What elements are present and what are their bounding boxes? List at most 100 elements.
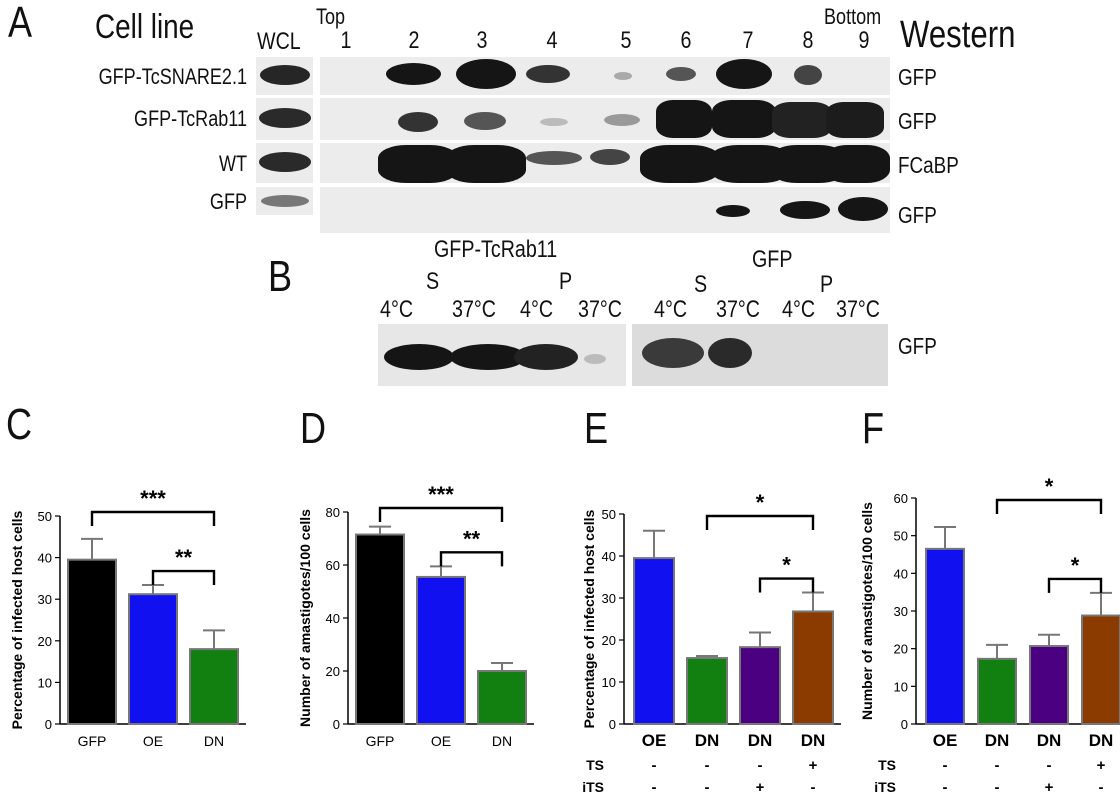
wcl-blot xyxy=(256,98,313,140)
y-tick-label: 50 xyxy=(602,507,616,522)
significance-bracket xyxy=(151,569,216,586)
treatment-label: iTS xyxy=(874,779,896,795)
cell-line-label: GFP-TcSNARE2.1 xyxy=(98,64,247,89)
cell-line-header: Cell line xyxy=(95,8,195,46)
s-label: S xyxy=(694,271,708,298)
treatment-value: - xyxy=(705,757,710,774)
significance-bracket xyxy=(758,577,815,593)
treatment-value: - xyxy=(1099,779,1104,796)
chart-e: 0 10 20 30 40 50 Percentage of infected host c… xyxy=(581,490,841,796)
fractionation-blot xyxy=(632,324,888,386)
category-label: OE xyxy=(431,733,451,749)
wcl-blot xyxy=(256,187,313,215)
fraction-label: 9 xyxy=(858,27,870,54)
treatment-label: TS xyxy=(586,757,604,773)
fraction-blot-row xyxy=(320,187,890,233)
category-label: DN xyxy=(801,731,826,750)
bar xyxy=(477,670,527,725)
bar xyxy=(1029,645,1069,725)
panel-d-letter: D xyxy=(300,404,327,453)
panel-b-letter: B xyxy=(268,252,293,301)
category-label: DN xyxy=(204,733,224,749)
significance-label: ** xyxy=(463,526,481,551)
temp-label: 37°C xyxy=(452,296,496,323)
cell-line-label: GFP xyxy=(209,189,247,214)
antibody-label: GFP xyxy=(898,64,937,90)
panel-e-letter: E xyxy=(584,404,609,453)
treatment-value: - xyxy=(652,779,657,796)
y-tick-label: 0 xyxy=(609,717,616,732)
y-tick-label: 10 xyxy=(38,675,52,690)
significance-bracket xyxy=(1047,577,1103,593)
treatment-value: - xyxy=(652,757,657,774)
bar xyxy=(1081,614,1120,726)
bar xyxy=(792,610,834,725)
cell-line-label: WT xyxy=(218,151,247,176)
treatment-value: - xyxy=(995,757,1000,774)
significance-bracket xyxy=(705,514,815,530)
y-tick-label: 40 xyxy=(894,566,908,581)
bar xyxy=(739,646,781,725)
bar xyxy=(633,557,675,725)
p-label: P xyxy=(559,268,573,295)
y-tick-label: 50 xyxy=(38,509,52,524)
panel-f-letter: F xyxy=(862,404,885,453)
fractionation-blot xyxy=(378,324,626,386)
antibody-label: GFP xyxy=(898,333,937,359)
temp-label: 37°C xyxy=(836,296,880,323)
treatment-value: - xyxy=(705,779,710,796)
y-tick-label: 40 xyxy=(38,551,52,566)
y-tick-label: 20 xyxy=(38,634,52,649)
treatment-value: - xyxy=(811,779,816,796)
significance-bracket xyxy=(995,498,1103,514)
treatment-label: TS xyxy=(878,757,896,773)
temp-label: 4°C xyxy=(782,296,816,323)
y-tick-label: 30 xyxy=(602,591,616,606)
y-axis-label: Percentage of infected host cells xyxy=(581,509,597,728)
fraction-blot-row xyxy=(320,57,890,95)
temp-label: 4°C xyxy=(654,296,688,323)
fraction-blot-row xyxy=(320,143,890,183)
temp-label: 37°C xyxy=(578,296,622,323)
category-label: OE xyxy=(642,731,667,750)
panel-c-letter: C xyxy=(6,400,33,449)
bar xyxy=(128,593,178,725)
treatment-value: + xyxy=(1097,757,1106,774)
treatment-value: - xyxy=(943,779,948,796)
y-tick-label: 40 xyxy=(602,549,616,564)
antibody-label: GFP xyxy=(898,108,937,134)
category-label: DN xyxy=(1089,731,1114,750)
category-label: GFP xyxy=(78,733,107,749)
bar xyxy=(686,657,728,725)
fraction-label: 4 xyxy=(546,27,558,54)
group-label: GFP-TcRab11 xyxy=(434,236,558,263)
y-tick-label: 10 xyxy=(894,679,908,694)
treatment-value: - xyxy=(943,757,948,774)
significance-label: * xyxy=(1071,553,1080,578)
bar xyxy=(355,533,405,726)
temp-label: 37°C xyxy=(716,296,760,323)
bar xyxy=(925,547,965,725)
top-label: Top xyxy=(316,4,346,29)
y-tick-label: 80 xyxy=(326,505,340,520)
category-label: GFP xyxy=(366,733,395,749)
category-label: DN xyxy=(985,731,1010,750)
bar xyxy=(67,558,117,726)
fraction-blot-row xyxy=(320,98,890,140)
fraction-label: 6 xyxy=(680,27,692,54)
significance-bracket xyxy=(90,510,216,526)
cell-line-label: GFP-TcRab11 xyxy=(134,106,247,131)
treatment-value: + xyxy=(1045,779,1054,796)
y-tick-label: 30 xyxy=(38,592,52,607)
fraction-label: 2 xyxy=(408,27,420,54)
y-tick-label: 0 xyxy=(333,717,340,732)
y-tick-label: 20 xyxy=(602,633,616,648)
category-label: DN xyxy=(1037,731,1062,750)
group-label: GFP xyxy=(752,246,793,273)
western-header: Western xyxy=(900,14,1016,56)
category-label: DN xyxy=(492,733,512,749)
y-tick-label: 30 xyxy=(894,604,908,619)
category-label: OE xyxy=(143,733,163,749)
treatment-value: - xyxy=(758,757,763,774)
category-label: OE xyxy=(933,731,958,750)
